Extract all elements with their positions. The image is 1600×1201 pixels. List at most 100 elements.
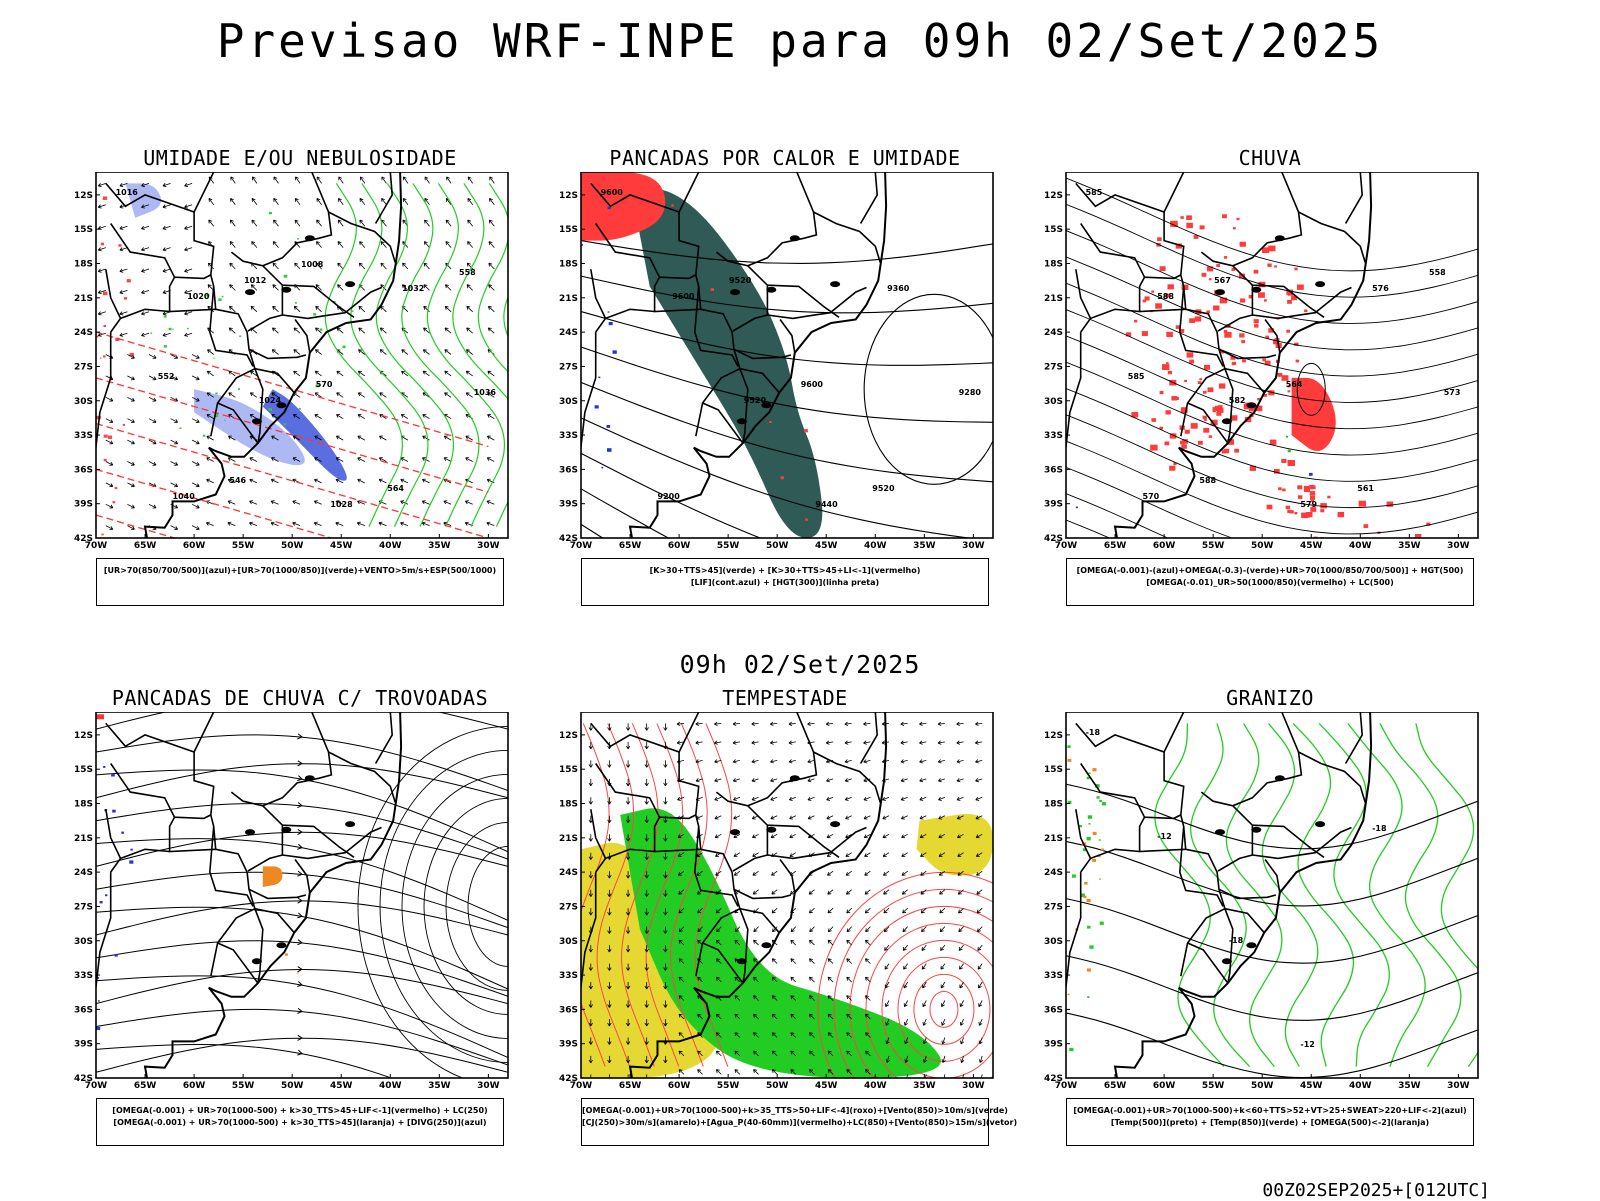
wind-vector	[625, 1037, 631, 1045]
wind-vector	[827, 889, 834, 895]
border-line	[1080, 308, 1140, 333]
border-line	[105, 269, 122, 319]
wind-vector	[335, 500, 344, 505]
wind-vector	[863, 721, 871, 727]
wind-vector	[921, 926, 927, 933]
map-outlines	[1066, 712, 1373, 1078]
wind-vector	[314, 435, 322, 441]
border-line	[653, 274, 701, 313]
wind-vector	[270, 500, 279, 505]
wind-vector	[316, 198, 322, 206]
lake	[1251, 826, 1262, 833]
lon-tick-label: 45W	[815, 541, 838, 551]
wind-vector	[975, 721, 983, 727]
border-line	[1066, 332, 1082, 451]
wind-vector	[466, 305, 473, 313]
border-line	[779, 319, 796, 353]
pressure-contour-red	[645, 723, 684, 1067]
rain-red-fill	[1239, 241, 1246, 247]
rain-red-fill	[1144, 296, 1150, 301]
lat-tick-label: 36S	[74, 465, 93, 475]
border-line	[1138, 814, 1186, 853]
map-frame	[95, 712, 509, 1079]
wind-vector	[446, 176, 452, 184]
wind-vector	[923, 1055, 928, 1063]
wind-vector	[956, 815, 964, 820]
lat-tick-label: 33S	[559, 971, 578, 981]
forecast-map: 9600 9600 9520 9440 9360 9280 9200 9520 9600 9520…	[559, 172, 994, 551]
temp850-green-speck	[1067, 800, 1072, 804]
wind-vector	[191, 354, 200, 359]
lon-tick-label: 40W	[864, 1081, 887, 1091]
lat-tick-label: 18S	[74, 260, 93, 270]
wind-vector	[734, 1069, 741, 1075]
wind-vector	[403, 176, 409, 184]
contour-label: 9520	[744, 396, 767, 405]
wind-vector	[845, 852, 852, 857]
panel-title: PANCADAS DE CHUVA C/ TROVOADAS	[111, 686, 489, 710]
model-run-label: 00Z02SEP2025+[012UTC]	[1262, 1180, 1490, 1201]
pressure-contour-red	[581, 723, 610, 1067]
red-contour-speck	[107, 435, 113, 439]
lat-tick-label: 39S	[1044, 1040, 1063, 1050]
border-line	[1252, 824, 1325, 858]
rain-red-fill	[1327, 495, 1331, 499]
lat-tick-label: 15S	[74, 225, 93, 235]
wind-vector	[809, 1050, 815, 1057]
wind-vector	[846, 926, 852, 933]
lake	[736, 418, 747, 425]
rain-red-fill	[1304, 309, 1308, 313]
rain-red-fill	[1268, 328, 1274, 333]
rain-red-fill	[1159, 266, 1166, 271]
green-speck	[268, 408, 272, 411]
lon-tick-label: 30W	[962, 1081, 985, 1091]
pressure-contour-red	[897, 956, 991, 1062]
streamline	[379, 750, 508, 1063]
map-frame	[95, 172, 509, 539]
lat-tick-label: 27S	[1044, 362, 1063, 372]
border-line	[1163, 752, 1226, 909]
wind-vector	[663, 797, 668, 805]
rain-red-fill	[1297, 495, 1303, 499]
rain-red-fill	[1287, 384, 1291, 388]
rain-red-fill	[1169, 433, 1177, 439]
wind-vector	[771, 907, 778, 914]
lon-tick-label: 40W	[379, 541, 402, 551]
wind-vector	[141, 268, 150, 273]
rain-red-fill	[1223, 448, 1230, 454]
panel-legend: [OMEGA(-0.001)+UR>70(1000-500)+k>35_TTS>…	[581, 1098, 1017, 1146]
border-line	[254, 908, 264, 984]
wind-vector	[863, 740, 871, 745]
rain-red-fill	[1294, 512, 1298, 515]
rain-red-fill	[1214, 405, 1219, 409]
rain-red-fill	[1197, 381, 1202, 384]
border-line	[1075, 809, 1092, 859]
wind-vector	[249, 457, 258, 462]
rain-red-fill	[1203, 390, 1207, 394]
lat-tick-label: 39S	[559, 1040, 578, 1050]
wind-vector	[206, 370, 214, 377]
wind-vector	[959, 1000, 964, 1008]
green-speck	[213, 357, 215, 359]
wind-vector	[379, 435, 387, 441]
lon-tick-label: 65W	[134, 1081, 157, 1091]
wind-vector	[191, 461, 200, 466]
wind-vector	[465, 435, 473, 441]
rain-red-fill	[1291, 295, 1297, 301]
lat-tick-label: 39S	[74, 1040, 93, 1050]
wind-vector	[105, 525, 114, 530]
wind-vector	[315, 349, 322, 355]
rain-red-fill	[1155, 303, 1162, 309]
wind-vector	[272, 305, 279, 313]
rain-red-fill	[1181, 444, 1187, 449]
omega-orange-speck	[1092, 858, 1096, 862]
wind-vector	[488, 262, 495, 270]
wind-vector	[826, 796, 834, 801]
green-speck	[237, 388, 240, 390]
border-line	[247, 805, 284, 872]
wind-vector	[865, 1013, 871, 1020]
rain-red-fill	[1166, 331, 1173, 338]
lat-tick-label: 39S	[1044, 500, 1063, 510]
rain-red-fill	[1310, 495, 1316, 500]
wind-vector	[423, 327, 430, 334]
